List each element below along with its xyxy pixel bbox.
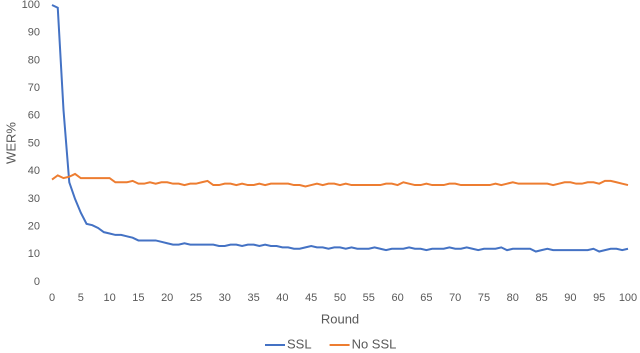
y-tick-label: 30 [28,193,40,205]
x-tick-label: 35 [247,292,259,304]
y-tick-label: 0 [34,276,40,288]
x-tick-label: 80 [507,292,519,304]
x-tick-label: 10 [103,292,115,304]
y-tick-label: 80 [28,54,40,66]
legend-label: SSL [287,336,312,351]
x-tick-label: 30 [219,292,231,304]
x-tick-label: 65 [420,292,432,304]
x-tick-label: 60 [391,292,403,304]
y-tick-label: 50 [28,137,40,149]
x-tick-label: 45 [305,292,317,304]
y-tick-label: 100 [22,0,40,11]
y-tick-label: 40 [28,165,40,177]
y-tick-label: 20 [28,221,40,233]
x-tick-label: 5 [78,292,84,304]
series-line [51,172,629,188]
y-tick-label: 70 [28,82,40,94]
x-tick-label: 70 [449,292,461,304]
legend-label: No SSL [352,336,397,351]
x-tick-label: 90 [564,292,576,304]
x-tick-label: 85 [535,292,547,304]
x-tick-label: 25 [190,292,202,304]
x-tick-label: 100 [619,292,637,304]
x-tick-label: 15 [132,292,144,304]
x-tick-label: 50 [334,292,346,304]
x-tick-label: 75 [478,292,490,304]
x-tick-label: 20 [161,292,173,304]
x-tick-label: 95 [593,292,605,304]
x-tick-label: 40 [276,292,288,304]
x-axis-label: Round [321,311,359,326]
series-line [51,4,629,253]
y-tick-label: 10 [28,248,40,260]
x-tick-label: 55 [363,292,375,304]
y-tick-label: 60 [28,110,40,122]
x-tick-label: 0 [49,292,55,304]
y-tick-label: 90 [28,27,40,39]
y-axis-label: WER% [3,122,18,164]
